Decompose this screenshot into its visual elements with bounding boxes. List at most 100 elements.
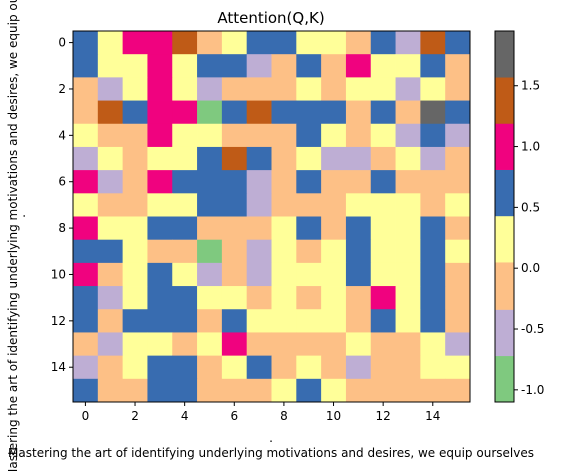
colorbar-segment (495, 169, 514, 217)
heatmap-cell (271, 262, 297, 287)
heatmap-cell (370, 100, 396, 125)
colorbar-segment (495, 215, 514, 263)
heatmap-cell (122, 77, 148, 101)
heatmap-cell (370, 332, 396, 357)
heatmap-cell (147, 170, 173, 194)
heatmap-cell (395, 332, 421, 357)
x-tick-label: 10 (326, 409, 341, 423)
heatmap-cell (445, 262, 471, 287)
heatmap-cell (246, 170, 272, 194)
x-tick-label: 0 (82, 409, 90, 423)
heatmap-cell (147, 77, 173, 101)
heatmap-cell (197, 77, 223, 101)
heatmap-cell (246, 77, 272, 101)
heatmap-cell (345, 355, 372, 380)
heatmap-cell (197, 100, 223, 125)
heatmap-cell (345, 146, 372, 171)
heatmap-cell (147, 31, 173, 55)
heatmap-cell (370, 378, 396, 403)
heatmap-cell (321, 309, 347, 333)
heatmap-cell (296, 31, 322, 55)
heatmap-cell (395, 309, 421, 333)
heatmap-cell (73, 286, 99, 310)
heatmap-cell (246, 262, 272, 287)
x-axis-sublabel: . (269, 431, 273, 445)
heatmap-cell (73, 378, 99, 403)
heatmap-cell (172, 216, 198, 241)
heatmap-cell (221, 31, 248, 55)
heatmap-cell (172, 309, 198, 333)
heatmap-cell (370, 193, 396, 217)
heatmap-cell (122, 355, 148, 380)
x-axis: 0 2 4 6 8 10 12 14 (82, 402, 440, 423)
heatmap-cell (321, 100, 347, 125)
x-tick-label: 2 (131, 409, 139, 423)
y-axis-sublabel: . (14, 214, 28, 218)
heatmap-cell (97, 170, 124, 194)
y-tick-label: 4 (58, 128, 66, 142)
heatmap-cell (395, 355, 421, 380)
heatmap-cell (197, 286, 223, 310)
heatmap-cell (420, 170, 446, 194)
heatmap-cell (172, 355, 198, 380)
heatmap-cell (221, 262, 248, 287)
heatmap-cell (172, 31, 198, 55)
heatmap-cell (345, 31, 372, 55)
heatmap-cell (296, 54, 322, 78)
heatmap-cell (172, 332, 198, 357)
heatmap-cell (271, 123, 297, 148)
heatmap-cell (122, 170, 148, 194)
heatmap-cell (445, 146, 471, 171)
heatmap-cell (345, 262, 372, 287)
heatmap-cell (122, 146, 148, 171)
heatmap-cell (122, 332, 148, 357)
heatmap-cell (271, 239, 297, 264)
heatmap-cell (321, 54, 347, 78)
colorbar-segment (495, 123, 514, 170)
heatmap-cell (445, 123, 471, 148)
heatmap-cell (221, 332, 248, 357)
heatmap-cell (246, 54, 272, 78)
heatmap-cell (420, 286, 446, 310)
heatmap-cell (122, 54, 148, 78)
heatmap-cell (321, 262, 347, 287)
heatmap-cell (271, 332, 297, 357)
colorbar-segment (495, 31, 514, 78)
heatmap-cell (345, 100, 372, 125)
heatmap-cell (321, 193, 347, 217)
heatmap-cell (73, 54, 99, 78)
heatmap-cell (370, 146, 396, 171)
heatmap-cell (445, 77, 471, 101)
heatmap-cell (197, 193, 223, 217)
heatmap-cell (97, 193, 124, 217)
heatmap-cell (147, 355, 173, 380)
heatmap-cell (296, 332, 322, 357)
heatmap-cell (197, 123, 223, 148)
colorbar-frame (494, 30, 515, 403)
heatmap-cell (445, 216, 471, 241)
y-tick-label: 10 (51, 267, 66, 281)
heatmap-cell (296, 100, 322, 125)
heatmap-cell (147, 54, 173, 78)
heatmap-cell (97, 146, 124, 171)
heatmap-cell (370, 262, 396, 287)
heatmap-cell (296, 216, 322, 241)
heatmap-cell (97, 332, 124, 357)
heatmap-cell (147, 146, 173, 171)
heatmap-cell (97, 100, 124, 125)
heatmap-cell (197, 355, 223, 380)
heatmap-cell (246, 355, 272, 380)
heatmap-cell (370, 31, 396, 55)
y-axis-label: Mastering the art of identifying underly… (6, 0, 20, 471)
heatmap-cell (97, 216, 124, 241)
heatmap-cell (395, 100, 421, 125)
x-tick-label: 4 (181, 409, 189, 423)
heatmap-cell (97, 262, 124, 287)
heatmap-cell (395, 146, 421, 171)
heatmap-cell (370, 286, 396, 310)
heatmap-cell (271, 355, 297, 380)
heatmap-cell (122, 31, 148, 55)
colorbar-tick-label: -1.0 (521, 383, 544, 397)
heatmap-cell (395, 193, 421, 217)
heatmap-cell (420, 146, 446, 171)
